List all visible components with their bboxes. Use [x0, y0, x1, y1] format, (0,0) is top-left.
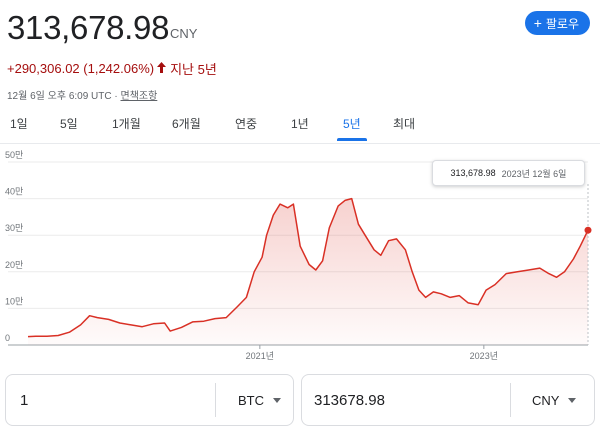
- from-divider: [215, 383, 216, 417]
- disclaimer-link[interactable]: 면책조항: [120, 91, 158, 102]
- price-change: +290,306.02 (1,242.06%) 지난 5년: [7, 59, 217, 78]
- tab-1m[interactable]: 1개월: [112, 117, 141, 131]
- tab-ytd[interactable]: 연중: [235, 117, 258, 131]
- x-tick-label: 2023년: [470, 351, 498, 361]
- latest-point: [584, 226, 592, 234]
- y-tick-label: 0: [5, 333, 10, 343]
- plus-icon: +: [533, 15, 542, 31]
- y-tick-label: 10만: [5, 296, 23, 306]
- converter-from: 1 BTC: [5, 374, 294, 426]
- to-unit-select[interactable]: CNY: [532, 393, 577, 408]
- currency-converter: 1 BTC 313678.98 CNY: [5, 374, 595, 426]
- to-divider: [510, 383, 511, 417]
- price-area: [28, 198, 588, 345]
- follow-button[interactable]: + 팔로우: [524, 11, 590, 35]
- tooltip-date: 2023년 12월 6일: [501, 168, 567, 179]
- tab-max[interactable]: 최대: [393, 117, 416, 131]
- from-amount-input[interactable]: 1: [20, 392, 29, 409]
- x-tick-label: 2021년: [246, 351, 274, 361]
- y-tick-label: 40만: [5, 187, 23, 197]
- converter-to: 313678.98 CNY: [301, 374, 595, 426]
- from-unit-label: BTC: [238, 393, 264, 408]
- timestamp-text: 12월 6일 오후 6:09 UTC ·: [7, 91, 121, 102]
- to-unit-label: CNY: [532, 393, 560, 408]
- price-chart[interactable]: 0 10만 20만 30만 40만 50만 2021년 2023년: [0, 145, 600, 370]
- tab-5y[interactable]: 5년: [337, 112, 367, 141]
- to-amount-input[interactable]: 313678.98: [314, 392, 385, 409]
- change-period: 지난 5년: [170, 62, 217, 77]
- price-currency: CNY: [170, 26, 198, 41]
- chevron-down-icon: [273, 398, 281, 403]
- price-value: 313,678.98: [7, 9, 170, 46]
- tab-5d[interactable]: 5일: [60, 117, 78, 131]
- y-tick-label: 50만: [5, 150, 23, 160]
- y-tick-label: 30만: [5, 223, 23, 233]
- chart-tooltip: 313,678.98 2023년 12월 6일: [432, 160, 585, 186]
- tab-1y[interactable]: 1년: [291, 117, 309, 131]
- tooltip-value: 313,678.98: [450, 168, 496, 178]
- timestamp: 12월 6일 오후 6:09 UTC · 면책조항: [7, 87, 157, 102]
- price-line: [27, 197, 589, 338]
- range-tabs: 1일 5일 1개월 6개월 연중 1년 5년 최대: [0, 112, 600, 141]
- change-value: +290,306.02 (1,242.06%): [7, 61, 155, 76]
- follow-label: 팔로우: [545, 16, 579, 31]
- tab-6m[interactable]: 6개월: [172, 117, 201, 131]
- y-tick-label: 20만: [5, 260, 23, 270]
- from-unit-select[interactable]: BTC: [238, 393, 281, 408]
- tab-1d[interactable]: 1일: [10, 117, 28, 131]
- tabs-divider: [0, 143, 600, 144]
- chevron-down-icon: [568, 398, 577, 403]
- arrow-up-icon: [157, 61, 167, 76]
